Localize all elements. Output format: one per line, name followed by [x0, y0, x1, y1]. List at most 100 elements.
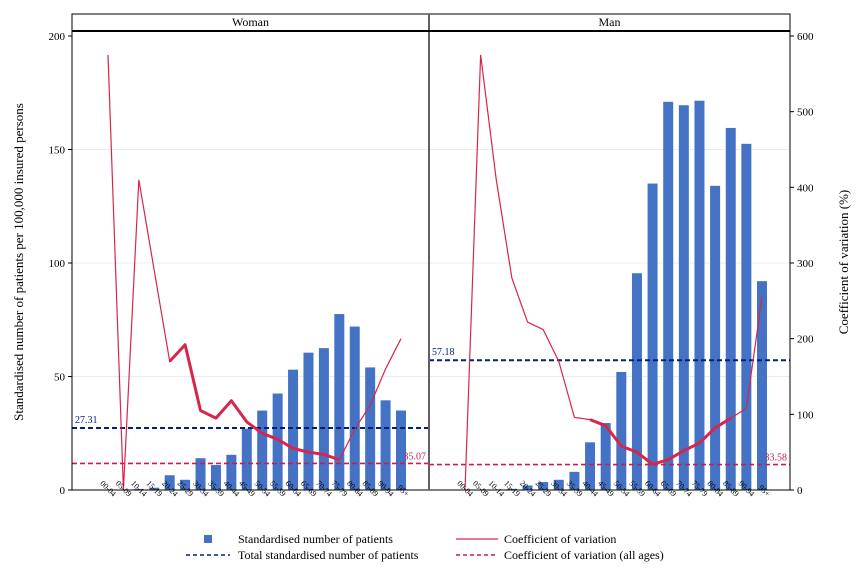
legend-bars-label: Standardised number of patients	[238, 532, 393, 546]
x-tick-label: 05-09	[114, 479, 134, 499]
x-tick-label: 70-74	[314, 479, 334, 499]
x-tick-label: 60-64	[643, 479, 663, 499]
y-tick-label: 200	[49, 31, 66, 43]
x-tick-label: 65-69	[299, 479, 319, 499]
panel-title: Woman	[232, 15, 269, 29]
x-tick-label: 50-54	[253, 479, 273, 499]
x-tick-label: 80-84	[705, 479, 725, 499]
bar	[585, 442, 596, 490]
x-tick-label: 90-94	[737, 479, 757, 499]
bar	[522, 485, 533, 490]
bar	[195, 458, 206, 490]
y2-tick-label: 200	[797, 334, 814, 346]
bar	[538, 482, 549, 490]
bar	[710, 185, 721, 490]
bar	[164, 475, 175, 490]
x-tick-label: 65-69	[659, 479, 679, 499]
y-tick-label: 50	[54, 372, 66, 384]
y2-tick-label: 500	[797, 107, 814, 119]
legend-cv-label: Coefficient of variation	[504, 532, 616, 546]
bar	[318, 348, 329, 490]
x-tick-label: 40-44	[222, 479, 242, 499]
cv-line-bold	[168, 343, 340, 462]
x-tick-label: 35-39	[565, 479, 585, 499]
bar	[663, 101, 674, 490]
x-tick-label: 25-29	[534, 479, 554, 499]
x-tick-label: 00-04	[455, 479, 475, 499]
bar	[757, 281, 767, 490]
x-tick-label: 35-39	[206, 479, 226, 499]
y2-tick-label: 300	[797, 258, 814, 270]
bar	[241, 428, 252, 490]
x-tick-label: 45-49	[237, 479, 257, 499]
y-tick-label: 100	[49, 258, 66, 270]
bar	[694, 100, 705, 490]
x-tick-label: 10-14	[487, 479, 507, 499]
legend: Standardised number of patients Coeffici…	[186, 532, 664, 562]
bar	[257, 410, 268, 490]
x-tick-label: 45-49	[596, 479, 616, 499]
x-tick-label: 05-09	[471, 479, 491, 499]
y2-axis-label: Coefficient of variation (%)	[836, 190, 851, 335]
bar	[380, 400, 391, 490]
x-tick-label: 25-29	[175, 479, 195, 499]
y2-tick-label: 600	[797, 31, 814, 43]
legend-bar-swatch	[204, 535, 212, 543]
bar	[553, 479, 564, 490]
y2-tick-label: 400	[797, 182, 814, 194]
x-tick-label: 85-89	[361, 479, 381, 499]
x-tick-label: 55-59	[627, 479, 647, 499]
bar	[678, 105, 689, 491]
total-value-label: 27.31	[75, 415, 98, 426]
bar	[569, 471, 580, 490]
x-tick-label: 50-54	[612, 479, 632, 499]
y2-tick-label: 100	[797, 409, 814, 421]
x-tick-label: 75-79	[330, 479, 350, 499]
cv-all-value-label: 35.07	[404, 451, 427, 462]
legend-total-label: Total standardised number of patients	[238, 548, 419, 562]
bar	[349, 326, 360, 490]
plot-area: 27.31 35.07 57.18 33.58	[72, 54, 790, 491]
x-tick-label: 60-64	[283, 479, 303, 499]
x-tick-label: 40-44	[580, 479, 600, 499]
bar	[647, 183, 658, 491]
bar	[741, 143, 752, 490]
bar	[334, 314, 345, 490]
y-axis-label: Standardised number of patients per 100,…	[11, 103, 26, 421]
x-tick-label: 20-24	[518, 479, 538, 499]
x-tick-label: 15-19	[145, 479, 165, 499]
x-tick-label: 70-74	[674, 479, 694, 499]
x-tick-label: 00-04	[98, 479, 118, 499]
y2-tick-label: 0	[797, 485, 803, 497]
bar	[180, 479, 191, 490]
x-tick-label: 15-19	[502, 479, 522, 499]
x-tick-label: 90-94	[376, 479, 396, 499]
bar	[396, 410, 406, 490]
bar	[288, 369, 299, 490]
y-tick-label: 150	[49, 145, 66, 157]
total-value-label: 57.18	[432, 347, 455, 358]
cv-line	[107, 54, 402, 491]
bar	[303, 352, 314, 490]
panel-title: Man	[599, 15, 621, 29]
cv-all-value-label: 33.58	[765, 453, 788, 464]
x-tick-label: 10-14	[129, 479, 149, 499]
bar	[600, 423, 611, 490]
legend-cv-all-label: Coefficient of variation (all ages)	[504, 548, 664, 562]
x-tick-label: 30-34	[549, 479, 569, 499]
bar	[272, 393, 283, 490]
bar	[616, 371, 627, 490]
bar	[506, 488, 517, 490]
x-tick-label: 80-84	[345, 479, 365, 499]
x-tick-label: 55-59	[268, 479, 288, 499]
bar	[149, 487, 160, 490]
x-tick-label: 75-79	[690, 479, 710, 499]
x-tick-label: 20-24	[160, 479, 180, 499]
x-tick-label: 85-89	[721, 479, 741, 499]
bar	[210, 465, 221, 490]
bar	[226, 454, 237, 490]
bar	[631, 273, 642, 490]
x-tick-label: 30-34	[191, 479, 211, 499]
bar	[725, 127, 736, 490]
